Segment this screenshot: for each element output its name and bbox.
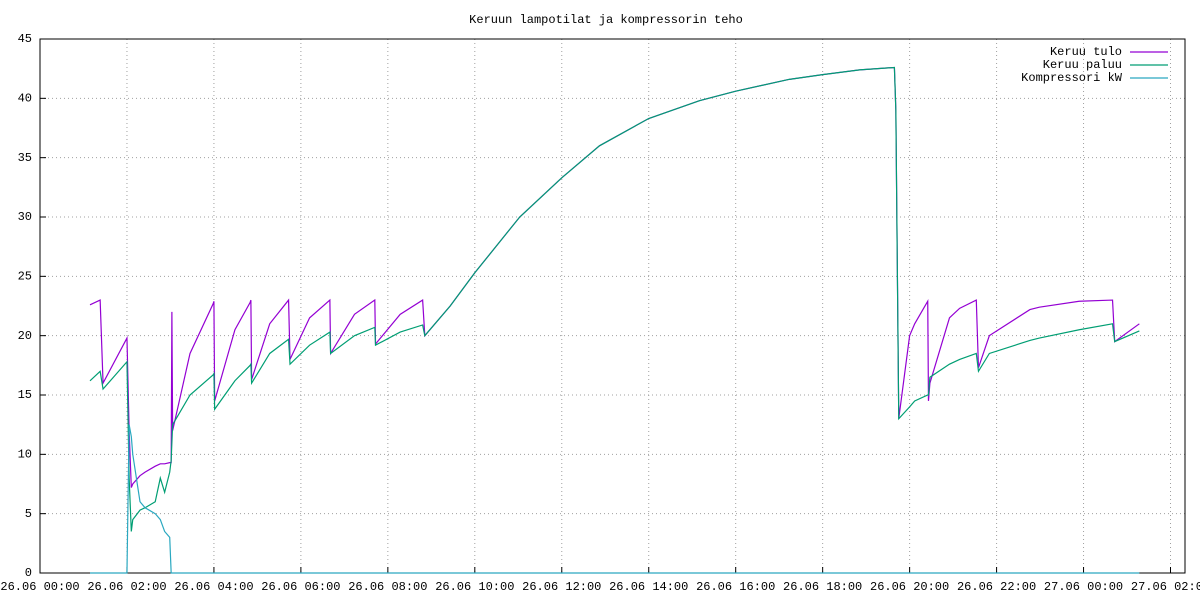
series-line: [90, 424, 1140, 574]
y-tick-label: 30: [18, 210, 32, 224]
series-line: [89, 66, 1140, 488]
x-tick-label: 26.06 00:00: [0, 580, 79, 594]
y-tick-label: 35: [18, 151, 32, 165]
x-tick-label: 26.06 18:00: [783, 580, 862, 594]
x-tick-label: 26.06 20:00: [870, 580, 949, 594]
x-tick-label: 26.06 06:00: [261, 580, 340, 594]
x-tick-label: 26.06 02:00: [87, 580, 166, 594]
y-tick-label: 5: [25, 507, 32, 521]
y-tick-label: 0: [25, 566, 32, 580]
y-tick-label: 45: [18, 32, 32, 46]
y-tick-label: 15: [18, 388, 32, 402]
y-tick-label: 20: [18, 329, 32, 343]
series-line: [89, 66, 1140, 532]
x-tick-label: 26.06 04:00: [174, 580, 253, 594]
y-tick-label: 10: [18, 448, 32, 462]
x-tick-label: 26.06 08:00: [348, 580, 427, 594]
x-tick-label: 26.06 22:00: [957, 580, 1036, 594]
legend-label: Keruu tulo: [1050, 45, 1122, 59]
x-tick-label: 27.06 02:00: [1131, 580, 1200, 594]
x-tick-label: 26.06 16:00: [696, 580, 775, 594]
x-tick-label: 26.06 12:00: [522, 580, 601, 594]
x-tick-label: 26.06 14:00: [609, 580, 688, 594]
x-tick-label: 27.06 00:00: [1044, 580, 1123, 594]
x-tick-label: 26.06 10:00: [435, 580, 514, 594]
chart-title: Keruun lampotilat ja kompressorin teho: [469, 13, 743, 27]
legend-label: Kompressori kW: [1021, 71, 1123, 85]
y-tick-label: 40: [18, 92, 32, 106]
y-tick-label: 25: [18, 270, 32, 284]
legend-label: Keruu paluu: [1043, 58, 1122, 72]
